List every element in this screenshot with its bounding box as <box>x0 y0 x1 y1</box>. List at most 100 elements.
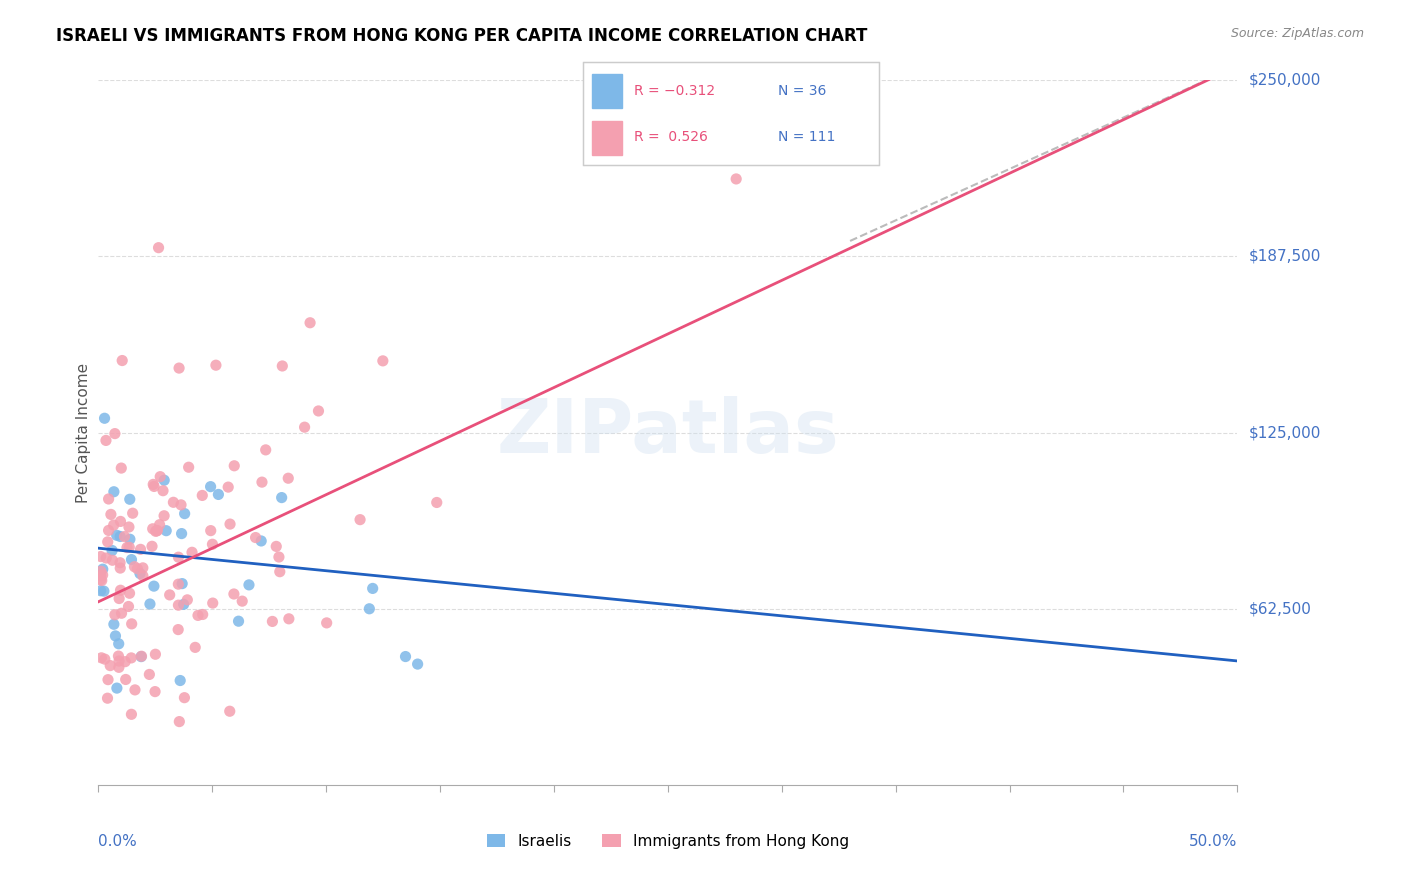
Point <box>104 607 127 622</box>
Point <box>100 508 122 522</box>
Point <box>308 404 330 418</box>
Point <box>191 488 214 502</box>
Point <box>176 592 198 607</box>
Point <box>129 649 152 664</box>
Text: R = −0.312: R = −0.312 <box>634 84 714 97</box>
Point <box>141 539 163 553</box>
Point <box>200 480 222 494</box>
Point <box>105 681 128 695</box>
Text: N = 111: N = 111 <box>779 130 835 144</box>
Point <box>90 650 112 665</box>
Point <box>110 561 132 575</box>
Point <box>169 714 191 729</box>
Point <box>173 507 195 521</box>
Point <box>97 491 120 506</box>
Point <box>159 588 181 602</box>
Point <box>90 573 112 587</box>
Point <box>121 506 143 520</box>
Point <box>98 658 121 673</box>
Point <box>205 358 228 372</box>
Point <box>224 458 246 473</box>
Point <box>299 316 322 330</box>
Point <box>131 649 153 664</box>
Point <box>725 172 748 186</box>
Point <box>118 520 141 534</box>
Point <box>173 690 195 705</box>
Point <box>118 533 141 547</box>
Point <box>269 565 291 579</box>
Point <box>129 566 152 581</box>
Point <box>121 616 143 631</box>
Text: $250,000: $250,000 <box>1249 73 1320 87</box>
Point <box>271 359 294 373</box>
Point <box>103 617 125 632</box>
Point <box>145 647 167 661</box>
Point <box>110 583 132 598</box>
Point <box>262 615 284 629</box>
Point <box>254 442 277 457</box>
Point <box>118 586 141 600</box>
Text: $187,500: $187,500 <box>1249 249 1320 264</box>
Text: R =  0.526: R = 0.526 <box>634 130 707 144</box>
Point <box>167 550 190 565</box>
Point <box>114 655 136 669</box>
Point <box>217 480 239 494</box>
Point <box>222 587 245 601</box>
Point <box>146 524 169 538</box>
Point <box>108 556 131 570</box>
Point <box>132 561 155 575</box>
Point <box>118 492 141 507</box>
Point <box>90 564 112 578</box>
Point <box>200 524 222 538</box>
Point <box>270 491 292 505</box>
Point <box>107 637 129 651</box>
Point <box>231 594 253 608</box>
Point <box>110 606 132 620</box>
Point <box>94 434 117 448</box>
Point <box>93 411 115 425</box>
Text: $62,500: $62,500 <box>1249 601 1312 616</box>
Point <box>218 704 240 718</box>
Point <box>111 353 134 368</box>
Point <box>191 607 214 622</box>
Point <box>121 552 143 566</box>
Point <box>173 597 195 611</box>
Point <box>172 576 194 591</box>
Text: ISRAELI VS IMMIGRANTS FROM HONG KONG PER CAPITA INCOME CORRELATION CHART: ISRAELI VS IMMIGRANTS FROM HONG KONG PER… <box>56 27 868 45</box>
Point <box>245 531 267 545</box>
Point <box>359 601 381 615</box>
Bar <box>592 74 621 108</box>
Point <box>104 426 127 441</box>
Point <box>120 651 142 665</box>
Point <box>349 513 371 527</box>
Point <box>96 551 118 566</box>
Point <box>277 471 299 485</box>
Point <box>177 460 200 475</box>
Point <box>118 540 141 554</box>
Point <box>181 545 204 559</box>
Point <box>124 559 146 574</box>
Text: Source: ZipAtlas.com: Source: ZipAtlas.com <box>1230 27 1364 40</box>
Point <box>110 515 132 529</box>
Point <box>114 673 136 687</box>
Point <box>361 582 384 596</box>
Point <box>143 684 166 698</box>
Point <box>219 517 242 532</box>
Point <box>101 553 124 567</box>
Point <box>394 649 416 664</box>
Point <box>145 524 167 539</box>
Point <box>108 654 131 668</box>
Point <box>103 484 125 499</box>
Text: 0.0%: 0.0% <box>98 834 138 849</box>
Point <box>153 508 176 523</box>
Point <box>152 483 174 498</box>
Point <box>138 667 160 681</box>
Point <box>127 562 149 576</box>
Point <box>91 562 114 576</box>
Point <box>143 479 166 493</box>
Point <box>167 598 190 612</box>
Point <box>107 648 129 663</box>
Point <box>250 533 273 548</box>
Point <box>169 673 191 688</box>
Point <box>155 524 177 538</box>
